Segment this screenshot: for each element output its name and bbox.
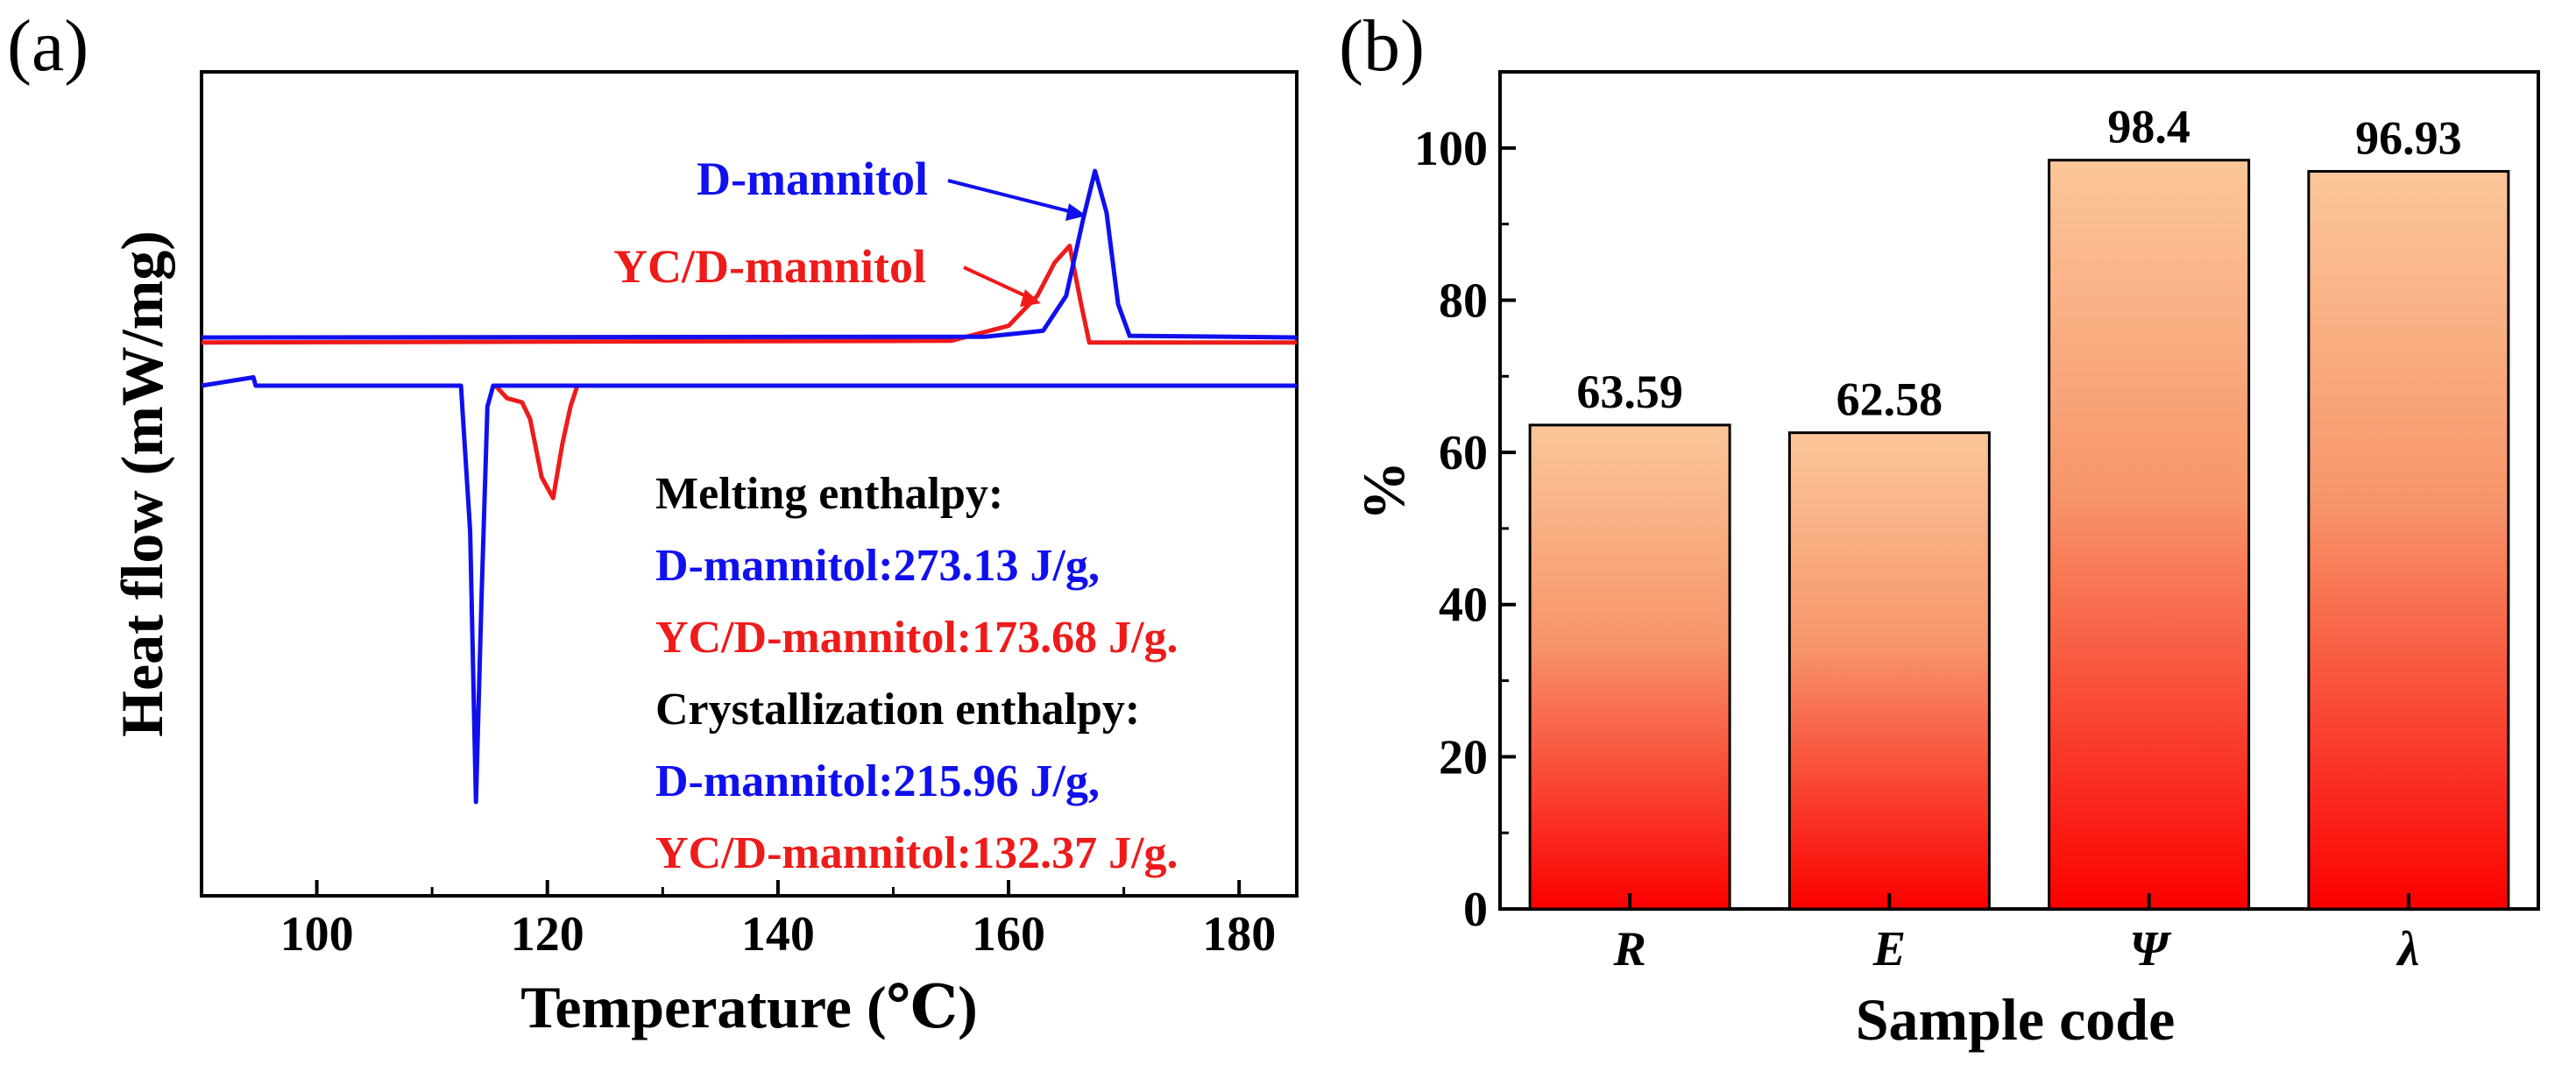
annotation-line: YC/D-mannitol:132.37 J/g. [655, 828, 1178, 878]
panel-b-y-axis-title: % [1350, 461, 1417, 521]
arrowhead-yc-d-mannitol [1020, 289, 1041, 307]
bar-value-label: 62.58 [1836, 373, 1943, 426]
annotation-line: Crystallization enthalpy: [655, 685, 1140, 735]
panel-a: (a) 100 120 140 160 180 D-mannitol YC/D-mann… [7, 5, 1299, 1040]
y-tick-label: 80 [1439, 273, 1488, 328]
panel-a-annotations: Melting enthalpy: D-mannitol:273.13 J/g, Y… [655, 469, 1178, 878]
y-tick-label: 60 [1439, 426, 1488, 480]
curve-d-mannitol-heating [201, 168, 1298, 340]
arrowhead-d-mannitol [1065, 203, 1086, 221]
bar-value-label: 63.59 [1576, 366, 1683, 418]
arrow-d-mannitol [947, 179, 1080, 216]
y-tick-label: 20 [1439, 730, 1488, 784]
x-category-label: E [1872, 922, 1906, 976]
panel-b-label: (b) [1339, 5, 1425, 87]
panel-a-label: (a) [7, 5, 88, 87]
x-tick-label: 160 [972, 907, 1045, 962]
arrow-yc-d-mannitol [963, 266, 1035, 302]
x-category-label: R [1612, 922, 1645, 976]
x-tick-label: 180 [1202, 907, 1276, 962]
series-label-d-mannitol: D-mannitol [697, 153, 928, 205]
panel-a-series [201, 168, 1298, 805]
panel-a-x-axis-title: Temperature (℃) [520, 974, 978, 1040]
panel-b-y-ticks: 0 20 40 60 80 100 [1414, 122, 1516, 937]
x-tick-label: 100 [280, 907, 354, 962]
y-tick-label: 100 [1414, 122, 1488, 176]
series-label-yc-d-mannitol: YC/D-mannitol [613, 240, 926, 293]
x-tick-label: 140 [741, 907, 815, 962]
panel-a-series-labels: D-mannitol YC/D-mannitol [613, 153, 1086, 307]
panel-b: (b) 0 20 40 60 80 100 63.59 62.58 98.4 96.93 R E Ψ… [1339, 5, 2540, 1053]
x-category-label: Ψ [2129, 922, 2172, 976]
annotation-line: D-mannitol:215.96 J/g, [655, 756, 1100, 806]
bar-value-label: 98.4 [2107, 101, 2190, 153]
panel-b-x-axis-title: Sample code [1856, 986, 2176, 1053]
bar- [2307, 169, 2510, 911]
annotation-line: YC/D-mannitol:173.68 J/g. [655, 613, 1178, 663]
panel-a-x-ticks: 100 120 140 160 180 [200, 880, 1276, 962]
curve-d-mannitol-cooling [201, 375, 1297, 805]
x-category-label: λ [2396, 922, 2419, 976]
bar- [2048, 159, 2251, 911]
y-tick-label: 0 [1463, 883, 1488, 937]
panel-a-plot-frame [200, 70, 1299, 898]
annotation-line: Melting enthalpy: [655, 469, 1003, 519]
panel-b-bars: 63.59 62.58 98.4 96.93 [1528, 101, 2510, 911]
y-tick-label: 40 [1439, 579, 1488, 633]
x-tick-label: 120 [511, 907, 584, 962]
annotation-line: D-mannitol:273.13 J/g, [655, 541, 1100, 591]
panel-b-plot-frame [1498, 70, 2540, 911]
bar-r [1528, 423, 1731, 911]
bar-value-label: 96.93 [2355, 111, 2462, 164]
curve-yc-d-mannitol-cooling [493, 384, 580, 501]
panel-a-y-axis-title: Heat flow (mW/mg) [109, 231, 175, 737]
bar-e [1787, 431, 1991, 911]
